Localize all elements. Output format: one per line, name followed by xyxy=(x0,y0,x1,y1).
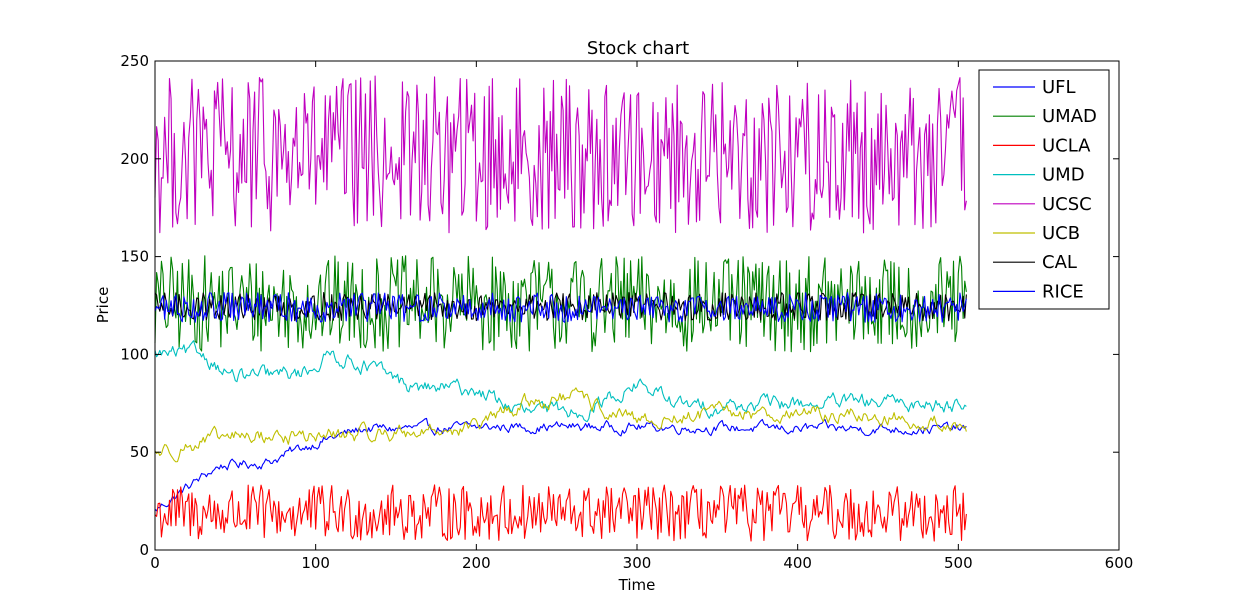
legend-label-umd: UMD xyxy=(1042,165,1085,186)
y-tick-label: 150 xyxy=(120,248,149,266)
y-tick-label: 200 xyxy=(120,150,149,168)
y-axis-title: Price xyxy=(94,287,112,324)
x-tick-label: 0 xyxy=(150,554,160,572)
series-line-ufl xyxy=(154,417,967,512)
y-tick-label: 100 xyxy=(120,345,149,363)
x-tick-label: 200 xyxy=(462,554,491,572)
legend: UFL UMAD UCLA UMD UCSC UCB CAL RICE xyxy=(978,69,1110,310)
x-axis-title: Time xyxy=(618,576,656,594)
legend-label-ucsc: UCSC xyxy=(1042,194,1092,215)
legend-label-umad: UMAD xyxy=(1042,106,1097,127)
series-line-rice xyxy=(154,292,967,323)
x-tick-label: 400 xyxy=(783,554,812,572)
series-layer xyxy=(154,75,967,542)
legend-label-ucla: UCLA xyxy=(1042,135,1091,156)
y-tick-label: 250 xyxy=(120,52,149,70)
x-tick-label: 600 xyxy=(1105,554,1134,572)
y-tick-label: 0 xyxy=(139,541,149,559)
legend-label-ucb: UCB xyxy=(1042,223,1080,244)
series-line-umd xyxy=(154,340,967,423)
legend-label-cal: CAL xyxy=(1042,252,1077,273)
series-line-umad xyxy=(154,255,967,353)
legend-label-rice: RICE xyxy=(1042,281,1084,302)
x-tick-label: 100 xyxy=(301,554,330,572)
x-tick-label: 300 xyxy=(623,554,652,572)
ticks-layer: 0 100 200 300 400 500 600 0 50 100 150 200 250 xyxy=(120,52,1133,572)
legend-label-ufl: UFL xyxy=(1042,77,1076,98)
x-tick-label: 500 xyxy=(944,554,973,572)
series-line-ucla xyxy=(154,484,967,542)
y-tick-label: 50 xyxy=(130,443,149,461)
chart-title: Stock chart xyxy=(587,38,689,59)
series-line-ucb xyxy=(154,387,967,463)
legend-frame xyxy=(978,69,1110,310)
series-line-ucsc xyxy=(154,75,967,234)
